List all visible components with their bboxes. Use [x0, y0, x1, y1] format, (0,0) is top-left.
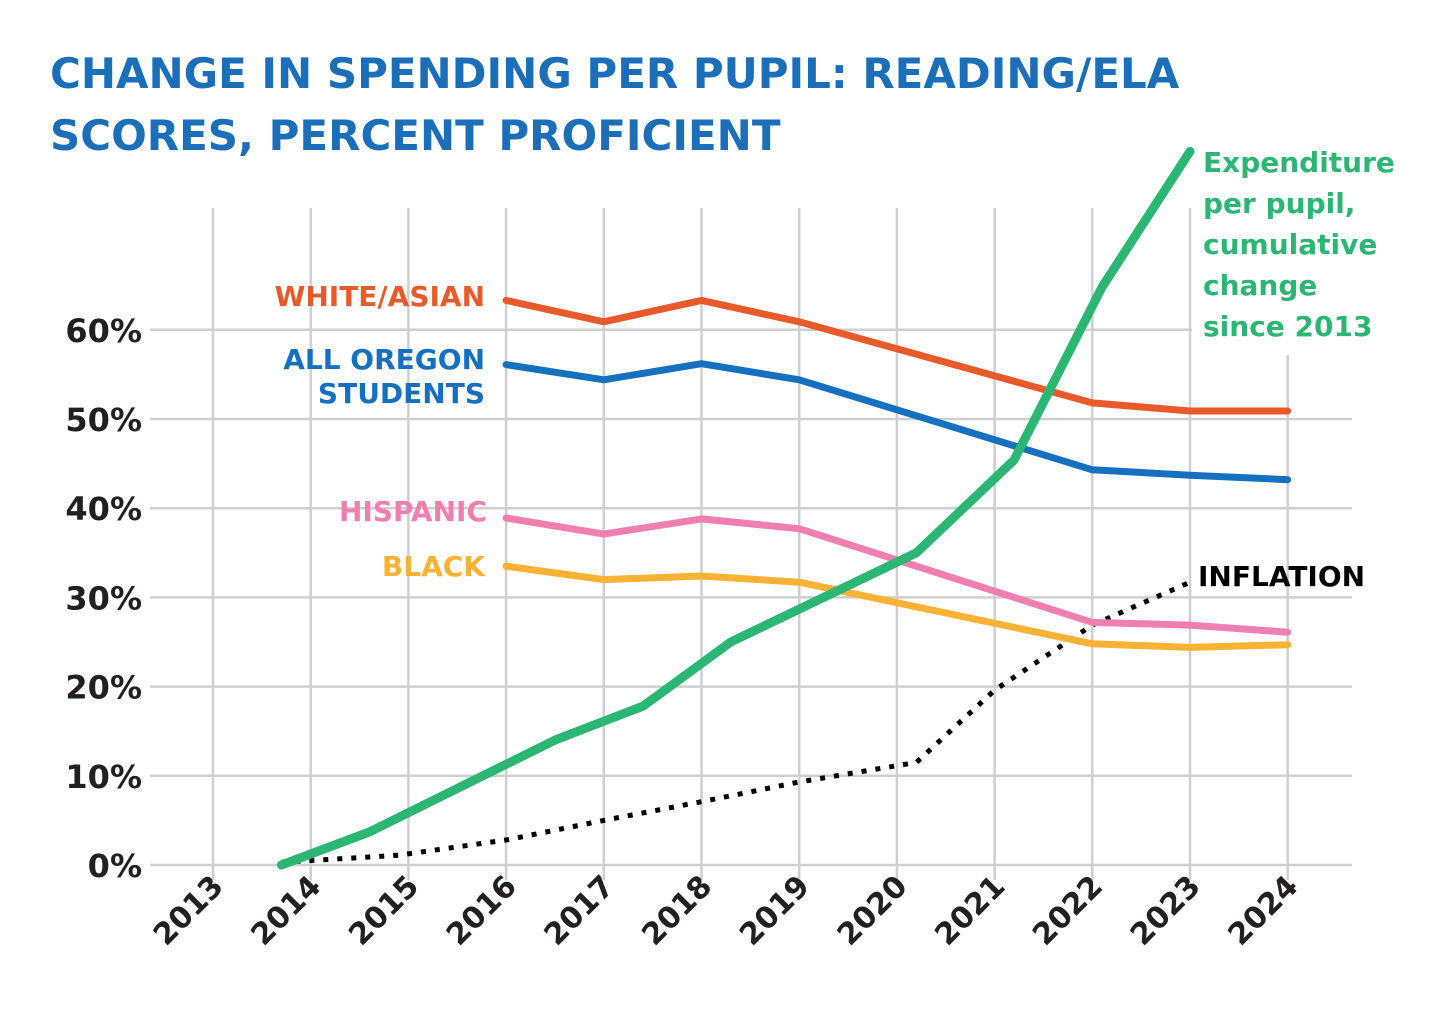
x-tick-label: 2014 [245, 869, 329, 953]
series-lines [276, 146, 1292, 870]
y-axis-ticks: 0% 10% 20% 30% 40% 50% 60% [65, 312, 142, 885]
chart-title-line-1: CHANGE IN SPENDING PER PUPIL: READING/EL… [50, 49, 1180, 98]
series-line-hispanic [502, 514, 1292, 636]
y-tick-label: 10% [65, 758, 142, 796]
series-line-expenditure-per-pupil-cumulative-change-since-2013 [276, 146, 1195, 870]
x-tick-label: 2021 [928, 869, 1012, 953]
label-hispanic: HISPANIC [339, 495, 487, 528]
x-tick-label: 2022 [1026, 869, 1110, 953]
x-tick-label: 2023 [1124, 869, 1208, 953]
label-expenditure-line-2: per pupil, [1203, 187, 1355, 220]
x-tick-label: 2020 [831, 869, 915, 953]
x-tick-label: 2024 [1222, 869, 1306, 953]
series-line-inflation [281, 579, 1192, 865]
label-expenditure-line-1: Expenditure [1203, 146, 1395, 179]
x-tick-label: 2017 [538, 869, 622, 953]
series-line-all-oregon-students [502, 360, 1292, 484]
y-tick-label: 40% [65, 490, 142, 528]
y-tick-label: 20% [65, 669, 142, 707]
label-expenditure-line-4: change [1203, 269, 1317, 302]
y-tick-label: 0% [88, 847, 142, 885]
label-expenditure-line-5: since 2013 [1203, 310, 1372, 343]
x-tick-label: 2016 [440, 869, 524, 953]
label-white-asian: WHITE/ASIAN [274, 280, 485, 313]
y-tick-label: 60% [65, 312, 142, 350]
label-inflation: INFLATION [1198, 560, 1365, 593]
chart-title-line-2: SCORES, PERCENT PROFICIENT [50, 111, 781, 160]
y-tick-label: 50% [65, 401, 142, 439]
x-tick-label: 2015 [342, 869, 426, 953]
label-expenditure-line-3: cumulative [1203, 228, 1377, 261]
y-tick-label: 30% [65, 579, 142, 617]
label-black: BLACK [382, 550, 486, 583]
x-tick-label: 2018 [635, 869, 719, 953]
label-all-oregon-line-2: STUDENTS [318, 377, 485, 410]
label-all-oregon-line-1: ALL OREGON [283, 343, 485, 376]
x-axis-ticks: 2013 2014 2015 2016 2017 2018 2019 2020 2021 2022… [147, 869, 1305, 953]
x-tick-label: 2019 [733, 869, 817, 953]
series-line-black [502, 562, 1292, 651]
x-tick-label: 2013 [147, 869, 231, 953]
series-line-white-asian [502, 296, 1292, 415]
